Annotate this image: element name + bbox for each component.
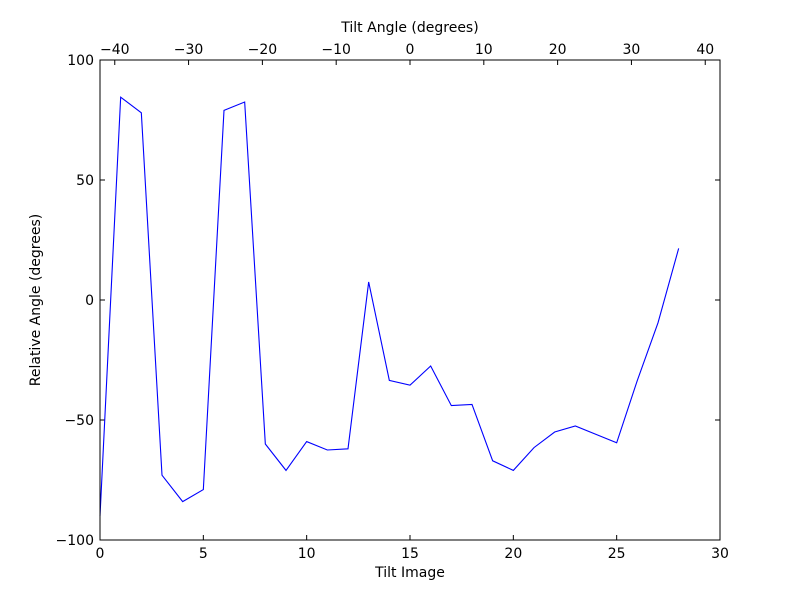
- bottom-x-axis: 0 5 10 15 20 25 30: [96, 535, 729, 562]
- y-tick-label: 100: [67, 53, 94, 69]
- series-layer: [99, 96, 680, 517]
- top-x-tick-label: 0: [406, 42, 415, 58]
- y-tick-label: −50: [64, 413, 94, 429]
- top-x-tick-label: −30: [174, 42, 204, 58]
- x-tick-label: 25: [608, 546, 626, 562]
- left-y-axis: −100 −50 0 50 100: [56, 53, 105, 549]
- top-x-axis-title: Tilt Angle (degrees): [340, 20, 478, 36]
- x-tick-label: 10: [298, 546, 316, 562]
- top-x-tick-label: 30: [623, 42, 641, 58]
- x-tick-label: 0: [96, 546, 105, 562]
- x-tick-label: 5: [199, 546, 208, 562]
- y-axis-title: Relative Angle (degrees): [28, 214, 44, 386]
- y-tick-label: 0: [85, 293, 94, 309]
- series-line: [99, 96, 680, 517]
- top-x-tick-label: 40: [696, 42, 714, 58]
- x-tick-label: 20: [504, 546, 522, 562]
- top-x-tick-label: −40: [100, 42, 130, 58]
- right-y-axis-ticks: [715, 59, 720, 541]
- x-tick-label: 30: [711, 546, 729, 562]
- top-x-axis: −40 −30 −20 −10 0 10 20 30 40: [100, 42, 714, 65]
- y-tick-label: 50: [76, 173, 94, 189]
- top-x-tick-label: 10: [475, 42, 493, 58]
- top-x-tick-label: −10: [321, 42, 351, 58]
- x-axis-title: Tilt Image: [374, 565, 445, 581]
- top-x-tick-label: −20: [248, 42, 278, 58]
- y-tick-label: −100: [56, 533, 94, 549]
- x-tick-label: 15: [401, 546, 419, 562]
- plot-frame: [99, 59, 721, 541]
- top-x-tick-label: 20: [549, 42, 567, 58]
